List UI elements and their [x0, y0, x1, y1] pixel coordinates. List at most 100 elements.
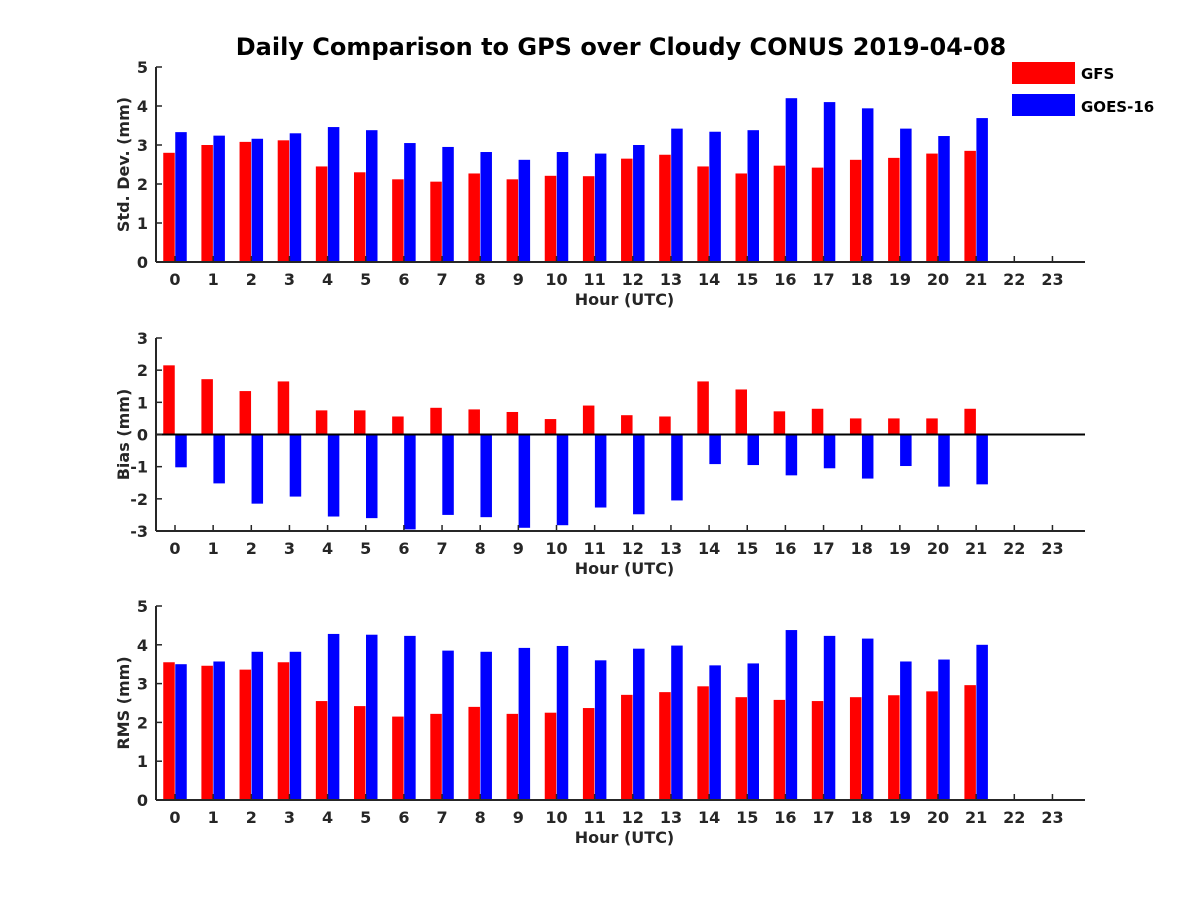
- x-tick-label: 3: [284, 808, 295, 827]
- x-tick-label: 19: [889, 539, 911, 558]
- bar-gfs-15: [735, 173, 747, 262]
- bar-gfs-10: [544, 175, 557, 262]
- x-tick-label: 4: [322, 808, 333, 827]
- bar-goes-16-7: [442, 434, 454, 515]
- bar-goes-16-17: [823, 102, 836, 262]
- x-tick-label: 1: [208, 808, 219, 827]
- bar-gfs-16: [773, 699, 786, 800]
- bar-gfs-0: [163, 152, 175, 262]
- bar-gfs-15: [735, 389, 747, 435]
- bar-gfs-3: [277, 140, 290, 262]
- bar-goes-16-15: [747, 434, 759, 466]
- bar-goes-16-1: [213, 135, 225, 262]
- bar-gfs-13: [659, 692, 671, 800]
- bar-goes-16-10: [556, 434, 569, 526]
- y-tick-label: 2: [137, 361, 148, 380]
- x-tick-label: 0: [169, 539, 180, 558]
- bar-goes-16-15: [747, 663, 759, 800]
- bar-gfs-21: [964, 150, 976, 262]
- x-tick-label: 13: [660, 539, 682, 558]
- bar-goes-16-13: [671, 128, 683, 262]
- x-tick-label: 13: [660, 808, 682, 827]
- bar-gfs-19: [888, 695, 900, 800]
- bar-gfs-12: [621, 158, 633, 262]
- x-tick-label: 16: [774, 539, 796, 558]
- bar-goes-16-6: [404, 434, 416, 530]
- y-tick-label: 2: [137, 175, 148, 194]
- bar-gfs-14: [697, 381, 709, 435]
- y-tick-label: 2: [137, 713, 148, 732]
- bar-goes-16-5: [366, 130, 378, 262]
- bar-goes-16-6: [404, 143, 416, 262]
- legend-label-goes16: GOES-16: [1081, 98, 1154, 116]
- bar-gfs-19: [888, 418, 900, 435]
- x-tick-label: 14: [698, 808, 720, 827]
- bar-goes-16-17: [823, 635, 836, 800]
- x-tick-label: 21: [965, 539, 987, 558]
- y-tick-label: 1: [137, 752, 148, 771]
- x-tick-label: 17: [812, 539, 834, 558]
- bar-gfs-17: [811, 167, 824, 262]
- x-tick-label: 1: [208, 539, 219, 558]
- legend: GFS GOES-16: [1012, 62, 1154, 116]
- x-tick-label: 1: [208, 270, 219, 289]
- y-tick-label: -3: [130, 522, 148, 541]
- bar-gfs-0: [163, 662, 175, 800]
- x-tick-label: 10: [545, 808, 567, 827]
- bar-goes-16-9: [518, 434, 531, 528]
- x-tick-label: 13: [660, 270, 682, 289]
- bar-goes-16-21: [976, 434, 988, 485]
- x-tick-label: 6: [398, 808, 409, 827]
- bar-gfs-7: [430, 181, 442, 262]
- y-tick-label: 4: [137, 97, 148, 116]
- bar-gfs-14: [697, 166, 709, 262]
- bar-gfs-21: [964, 685, 976, 800]
- x-axis-label: Hour (UTC): [575, 290, 675, 309]
- x-tick-label: 23: [1041, 270, 1063, 289]
- bar-goes-16-2: [251, 651, 264, 800]
- bar-goes-16-14: [709, 665, 721, 800]
- x-tick-label: 20: [927, 270, 949, 289]
- bar-goes-16-11: [594, 153, 607, 262]
- bar-gfs-5: [354, 410, 366, 435]
- bar-goes-16-20: [938, 434, 950, 487]
- x-tick-label: 9: [513, 808, 524, 827]
- bar-goes-16-2: [251, 138, 264, 262]
- y-tick-label: 0: [137, 791, 148, 810]
- bar-gfs-9: [506, 411, 519, 435]
- x-tick-label: 10: [545, 270, 567, 289]
- x-tick-label: 0: [169, 270, 180, 289]
- bar-goes-16-0: [175, 132, 187, 262]
- x-tick-label: 17: [812, 808, 834, 827]
- bar-goes-16-10: [556, 645, 569, 800]
- bar-goes-16-18: [861, 434, 874, 479]
- legend-label-gfs: GFS: [1081, 65, 1114, 83]
- bar-gfs-8: [468, 706, 480, 800]
- bar-goes-16-7: [442, 146, 454, 262]
- x-tick-label: 15: [736, 808, 758, 827]
- bar-goes-16-4: [327, 127, 340, 262]
- x-tick-label: 2: [246, 270, 257, 289]
- bar-gfs-11: [582, 708, 595, 800]
- bar-gfs-16: [773, 411, 786, 435]
- x-tick-label: 23: [1041, 808, 1063, 827]
- bar-gfs-6: [392, 716, 404, 800]
- x-axis-label: Hour (UTC): [575, 559, 675, 578]
- bar-goes-16-13: [671, 645, 683, 800]
- y-tick-label: 5: [137, 58, 148, 77]
- y-axis-label: Std. Dev. (mm): [114, 97, 133, 232]
- bar-gfs-19: [888, 157, 900, 262]
- bar-goes-16-18: [861, 108, 874, 262]
- y-tick-label: 5: [137, 597, 148, 616]
- bar-gfs-2: [239, 391, 252, 435]
- x-tick-label: 18: [851, 539, 873, 558]
- bar-gfs-17: [811, 701, 824, 800]
- x-tick-label: 12: [622, 539, 644, 558]
- x-tick-label: 5: [360, 270, 371, 289]
- x-tick-label: 2: [246, 539, 257, 558]
- bar-gfs-4: [315, 166, 328, 262]
